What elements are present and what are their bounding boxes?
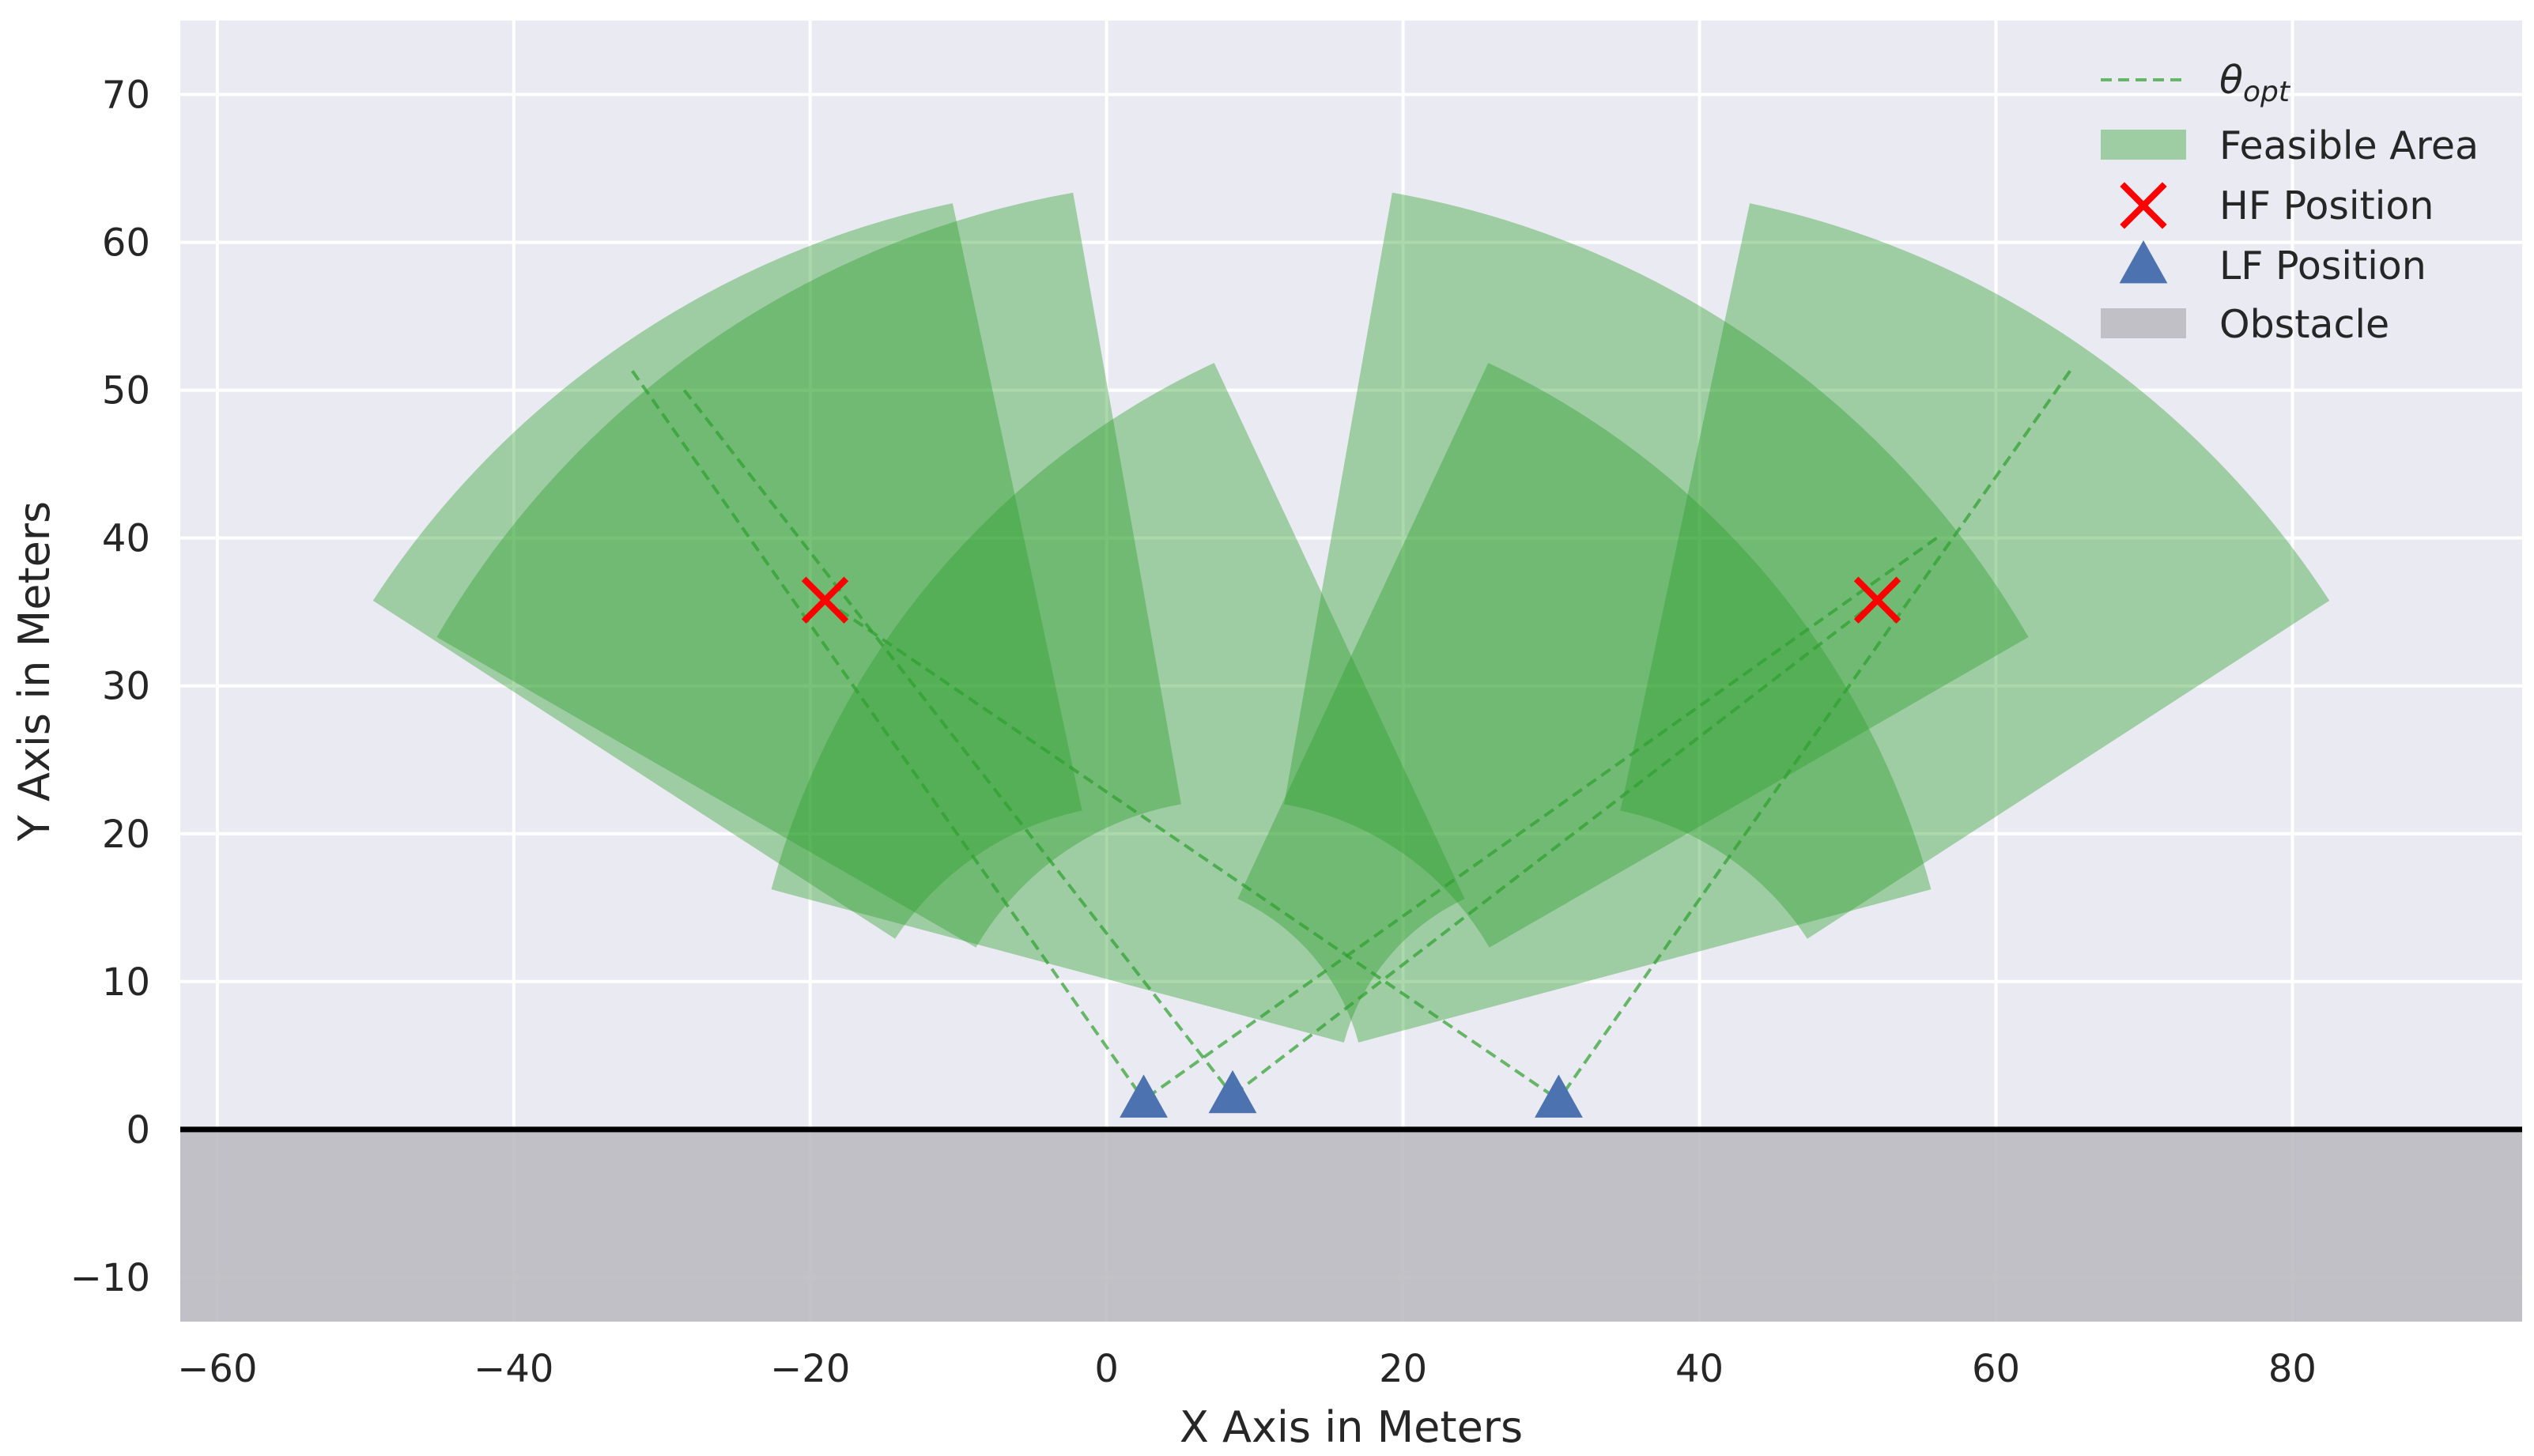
theta-opt-line (631, 370, 1146, 1101)
legend-theta-symbol: θ (2219, 58, 2243, 103)
obstacle-region (180, 1129, 2522, 1322)
theta-opt-line (824, 598, 1560, 1102)
y-tick-label: 70 (102, 74, 150, 118)
x-tick-label: −60 (177, 1347, 257, 1391)
obstacle-layer (180, 1126, 2522, 1322)
y-tick-label: 20 (102, 813, 150, 857)
feasible-area-sector (372, 203, 1082, 939)
legend-label-feasible-area: Feasible Area (2219, 123, 2479, 168)
legend-obstacle-swatch (2101, 308, 2186, 338)
feasible-areas (372, 192, 2330, 1043)
feasible-area-sector (1237, 363, 1932, 1043)
theta-opt-line (682, 389, 1234, 1097)
legend-label-obstacle: Obstacle (2219, 302, 2389, 347)
hf-position-marker (1853, 576, 1901, 624)
legend-hf-marker-stroke-b (2120, 182, 2167, 229)
legend-label-theta-opt: θopt (2219, 58, 2291, 108)
lf-position-marker (1535, 1074, 1583, 1118)
plot-area (180, 21, 2522, 1322)
lf-position-marker (1208, 1069, 1257, 1114)
hf-position-marker-stroke-b (1853, 576, 1901, 624)
x-tick-label: 40 (1675, 1347, 1724, 1391)
legend-hf-position-marker (2120, 182, 2167, 229)
theta-opt-lines (631, 370, 2071, 1102)
legend-theta-subscript: opt (2243, 76, 2291, 108)
feasible-area-sector (436, 192, 1181, 948)
x-tick-label: 60 (1972, 1347, 2020, 1391)
x-tick-label: 0 (1094, 1347, 1119, 1391)
y-tick-label: 40 (102, 517, 150, 561)
y-tick-label: 60 (102, 221, 150, 266)
y-tick-label: 10 (102, 960, 150, 1005)
legend: θopt Feasible Area HF Position LF Positi… (2101, 58, 2479, 347)
feasible-area-sector (771, 363, 1465, 1043)
y-axis-label: Y Axis in Meters (9, 501, 59, 842)
y-tick-label: 30 (102, 665, 150, 709)
markers (801, 576, 1901, 1118)
hf-position-marker (801, 576, 849, 624)
theta-opt-line (1231, 598, 1879, 1097)
x-axis-label: X Axis in Meters (1180, 1402, 1523, 1452)
legend-lf-position-marker (2119, 240, 2168, 284)
x-tick-label: −40 (474, 1347, 553, 1391)
theta-opt-line (1557, 370, 2071, 1101)
x-tick-label: 80 (2268, 1347, 2317, 1391)
theta-opt-line (1142, 537, 1938, 1102)
legend-label-lf-position: LF Position (2219, 243, 2426, 289)
legend-feasible-area-swatch (2101, 130, 2186, 160)
y-tick-label: −10 (70, 1256, 150, 1300)
y-tick-label: 0 (126, 1108, 150, 1152)
grid (180, 21, 2522, 1322)
hf-position-marker-stroke-b (801, 576, 849, 624)
feasible-area-sector (1284, 192, 2029, 948)
feasible-area-sector (1620, 203, 2330, 939)
x-tick-label: −20 (770, 1347, 850, 1391)
lf-position-marker (1120, 1074, 1168, 1118)
y-tick-label: 50 (102, 369, 150, 413)
tick-labels: −60 −40 −20 0 20 40 60 80 −10 0 10 20 30 40 50 60 70 (70, 74, 2317, 1391)
legend-label-hf-position: HF Position (2219, 183, 2434, 228)
x-tick-label: 20 (1379, 1347, 1427, 1391)
